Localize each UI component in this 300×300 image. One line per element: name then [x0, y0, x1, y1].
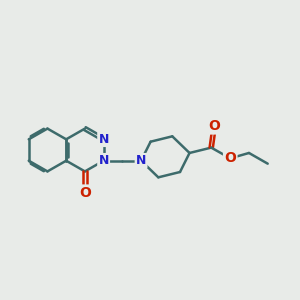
Text: N: N: [98, 133, 109, 146]
Text: O: O: [208, 119, 220, 133]
Text: O: O: [79, 186, 91, 200]
Text: N: N: [98, 154, 109, 167]
Text: O: O: [224, 151, 236, 165]
Text: N: N: [136, 154, 146, 167]
